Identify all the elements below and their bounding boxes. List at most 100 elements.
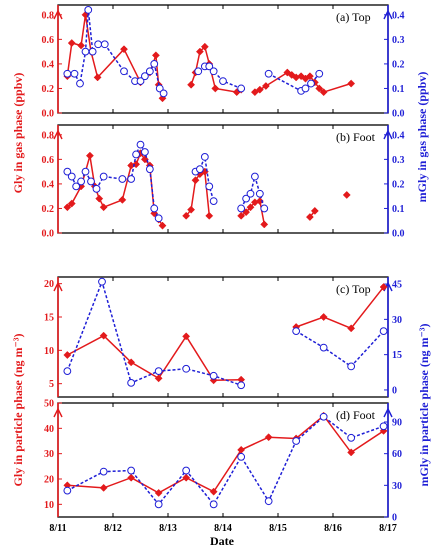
gly-point bbox=[305, 213, 314, 221]
mgly-point bbox=[136, 77, 145, 85]
mgly-point bbox=[67, 172, 76, 181]
gas-left-axis-title: Gly in gas phase (ppbv) bbox=[11, 73, 25, 194]
gly-point bbox=[182, 332, 191, 341]
gly-point bbox=[260, 220, 269, 229]
right-tick-label: 0.4 bbox=[392, 10, 405, 21]
gly-point bbox=[255, 85, 264, 94]
gly-point bbox=[205, 211, 214, 220]
gly-point bbox=[379, 426, 388, 435]
mgly-point bbox=[307, 79, 315, 88]
gly-point bbox=[261, 82, 270, 90]
mgly-point bbox=[81, 167, 90, 176]
gly-point bbox=[127, 358, 136, 367]
left-tick-label: 30 bbox=[44, 449, 54, 460]
gly-point bbox=[237, 445, 246, 454]
mgly-point bbox=[237, 84, 246, 93]
mgly-point bbox=[315, 69, 324, 78]
left-tick-label: 20 bbox=[44, 475, 54, 486]
gly-point bbox=[283, 68, 292, 77]
mgly-point bbox=[92, 184, 101, 193]
mgly-point bbox=[194, 67, 203, 76]
mgly-point bbox=[145, 165, 154, 174]
x-tick-label: 8/11 bbox=[49, 523, 66, 534]
mgly-point bbox=[209, 371, 218, 380]
right-axis-arrow bbox=[383, 129, 393, 140]
gly-point bbox=[237, 211, 246, 220]
right-tick-label: 30 bbox=[392, 315, 402, 326]
gly-point bbox=[93, 73, 102, 82]
gly-point bbox=[319, 313, 328, 321]
right-tick-label: 15 bbox=[392, 350, 402, 361]
particle-right-axis-title: mGly in particle phase (ng m⁻³) bbox=[417, 324, 431, 487]
gly-point bbox=[99, 331, 108, 340]
mgly-point bbox=[94, 40, 103, 49]
mgly-point bbox=[347, 362, 356, 371]
mgly-point bbox=[141, 148, 149, 156]
mgly-point bbox=[72, 182, 81, 191]
gly-point bbox=[127, 473, 136, 482]
gly-point bbox=[151, 51, 160, 60]
x-axis-title: Date bbox=[210, 534, 235, 548]
mgly-point bbox=[118, 175, 127, 183]
left-tick-label: 0.6 bbox=[42, 155, 55, 166]
particle-left-axis-title: Gly in particle phase (ng m⁻³) bbox=[11, 334, 25, 487]
x-tick-label: 8/14 bbox=[214, 523, 232, 534]
left-tick-label: 0.2 bbox=[42, 204, 55, 215]
right-tick-label: 0 bbox=[392, 385, 397, 396]
gly-point bbox=[246, 203, 255, 212]
right-tick-label: 0.1 bbox=[392, 204, 405, 215]
gly-point bbox=[200, 42, 209, 51]
panel-2: 5 10 15 20 0 15 30 45 (c) Top bbox=[44, 276, 402, 398]
mgly-point bbox=[219, 77, 227, 85]
mgly-point bbox=[196, 165, 204, 174]
mgly-point bbox=[237, 452, 246, 461]
x-tick-label: 8/12 bbox=[104, 523, 122, 534]
mgly-point bbox=[237, 204, 246, 213]
mgly-line bbox=[67, 9, 165, 94]
mgly-line bbox=[66, 279, 242, 386]
gly-point bbox=[305, 72, 314, 81]
left-tick-label: 5 bbox=[49, 379, 54, 390]
gly-line bbox=[295, 286, 385, 330]
x-tick-label: 8/13 bbox=[159, 523, 177, 534]
left-tick-label: 0.6 bbox=[42, 35, 55, 46]
left-axis-arrow bbox=[53, 281, 63, 292]
mgly-point bbox=[251, 172, 259, 181]
gas-right-axis-title: mGly in gas phase (ppbv) bbox=[415, 72, 429, 203]
gly-point bbox=[209, 376, 218, 385]
particle-right-axis-title-group: mGly in particle phase (ng m⁻³) bbox=[417, 324, 431, 487]
gly-point bbox=[182, 473, 191, 482]
left-tick-label: 0.8 bbox=[42, 130, 55, 141]
mgly-point bbox=[209, 197, 218, 205]
mgly-point bbox=[209, 67, 218, 76]
mgly-point bbox=[264, 69, 273, 78]
gly-point bbox=[77, 41, 86, 50]
mgly-point bbox=[182, 364, 191, 373]
panel-label: (d) Foot bbox=[336, 408, 376, 422]
gly-point bbox=[63, 351, 72, 359]
gly-line bbox=[67, 414, 385, 494]
right-tick-label: 60 bbox=[392, 449, 402, 460]
right-tick-label: 30 bbox=[392, 481, 402, 492]
gly-point bbox=[379, 283, 388, 291]
left-tick-label: 0.0 bbox=[42, 109, 55, 120]
left-tick-label: 0.0 bbox=[42, 229, 55, 240]
gly-point bbox=[182, 211, 191, 220]
mgly-point bbox=[255, 189, 264, 198]
right-tick-label: 0.3 bbox=[392, 35, 405, 46]
mgly-point bbox=[319, 343, 328, 352]
right-tick-label: 0.3 bbox=[392, 155, 405, 166]
mgly-point bbox=[150, 60, 159, 68]
left-tick-label: 15 bbox=[44, 313, 54, 324]
mgly-point bbox=[127, 466, 136, 475]
gly-point bbox=[67, 199, 76, 208]
gly-point bbox=[118, 195, 127, 204]
right-tick-label: 0.4 bbox=[392, 130, 405, 141]
panel-3: 8/11 8/12 8/13 8/14 8/15 8/16 8/17 10 20 30 40 50 0 3… bbox=[44, 399, 402, 535]
gly-point bbox=[63, 203, 72, 212]
mgly-point bbox=[154, 367, 163, 376]
panel-label: (a) Top bbox=[336, 10, 371, 24]
mgly-point bbox=[246, 189, 255, 198]
mgly-point bbox=[154, 214, 163, 223]
x-tick-label: 8/15 bbox=[269, 523, 287, 534]
